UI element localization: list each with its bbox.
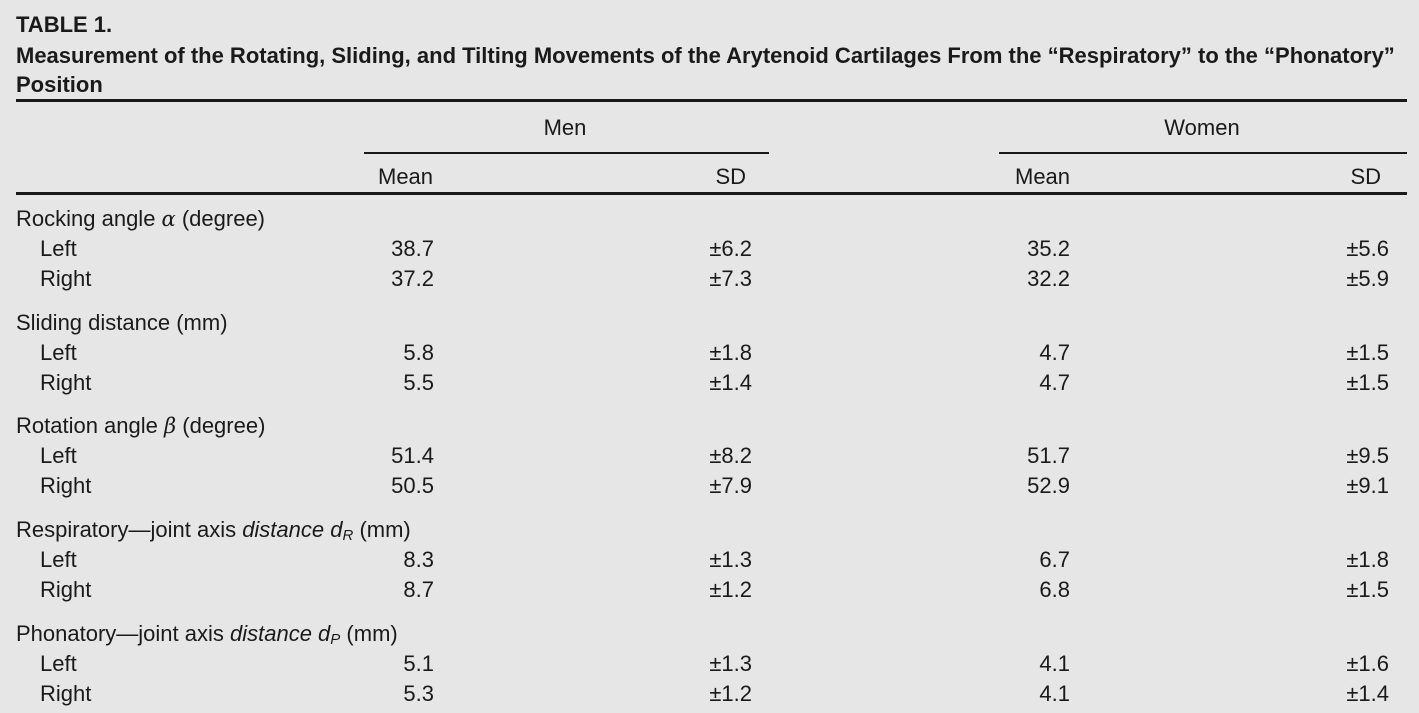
section-title-symbol: α <box>161 207 176 231</box>
cell-men-mean: 38.7 <box>391 236 434 261</box>
cell-men-sd: ±6.2 <box>709 236 752 261</box>
cell-men-mean: 8.7 <box>403 577 434 602</box>
section-title-text: Rocking angle <box>16 206 162 231</box>
cell-men-sd: ±7.3 <box>709 266 752 291</box>
row-label: Left <box>40 547 77 572</box>
row-label: Left <box>40 340 77 365</box>
table-caption: Measurement of the Rotating, Sliding, an… <box>16 43 1395 97</box>
section-title-symbol: β <box>164 414 177 438</box>
cell-women-sd: ±1.4 <box>1346 681 1389 706</box>
cell-women-mean: 4.1 <box>1039 681 1070 706</box>
group-header-men: Men <box>543 115 587 140</box>
women-span-rule <box>999 152 1407 154</box>
cell-men-mean: 5.8 <box>403 340 434 365</box>
top-rule <box>16 99 1407 102</box>
cell-women-sd: ±9.1 <box>1346 473 1389 498</box>
row-label: Left <box>40 651 77 676</box>
header-rule <box>16 192 1407 195</box>
cell-men-mean: 50.5 <box>391 473 434 498</box>
cell-women-mean: 6.8 <box>1039 577 1070 602</box>
cell-men-sd: ±1.3 <box>709 651 752 676</box>
cell-men-sd: ±8.2 <box>709 443 752 468</box>
table-label: TABLE 1. <box>16 12 113 37</box>
men-span-rule <box>364 152 769 154</box>
cell-women-mean: 51.7 <box>1027 443 1070 468</box>
section-title-italic: distance d <box>242 517 343 542</box>
row-label: Right <box>40 681 92 706</box>
row-label: Left <box>40 443 77 468</box>
cell-men-sd: ±1.3 <box>709 547 752 572</box>
cell-men-sd: ±1.8 <box>709 340 752 365</box>
cell-men-mean: 51.4 <box>391 443 434 468</box>
cell-men-mean: 8.3 <box>403 547 434 572</box>
cell-women-sd: ±1.5 <box>1346 340 1389 365</box>
section-title-subscript: P <box>330 631 341 648</box>
cell-women-mean: 6.7 <box>1039 547 1070 572</box>
cell-women-sd: ±1.8 <box>1346 547 1389 572</box>
row-label: Right <box>40 370 92 395</box>
cell-women-mean: 35.2 <box>1027 236 1070 261</box>
row-label: Right <box>40 266 92 291</box>
women-mean-header: Mean <box>1015 164 1071 189</box>
row-label: Right <box>40 577 92 602</box>
cell-men-sd: ±7.9 <box>709 473 752 498</box>
section-title-italic: distance d <box>230 621 331 646</box>
section-title-unit: (degree) <box>175 206 266 231</box>
section-title-text: Rotation angle <box>16 413 164 438</box>
section-title: Respiratory—joint axis distance dR (mm) <box>16 516 411 550</box>
cell-women-sd: ±1.5 <box>1346 577 1389 602</box>
cell-men-sd: ±1.2 <box>709 681 752 706</box>
cell-women-mean: 32.2 <box>1027 266 1070 291</box>
cell-women-sd: ±1.5 <box>1346 370 1389 395</box>
row-label: Left <box>40 236 77 261</box>
section-title: Rotation angle β (degree) <box>16 412 265 440</box>
group-header-women: Women <box>1164 115 1240 140</box>
section-title-subscript: R <box>342 527 354 544</box>
section-title-text: Sliding distance (mm) <box>16 310 228 335</box>
cell-men-sd: ±1.4 <box>709 370 752 395</box>
cell-women-mean: 4.1 <box>1039 651 1070 676</box>
men-sd-header: SD <box>715 164 746 189</box>
cell-women-mean: 4.7 <box>1039 340 1070 365</box>
section-title-unit: (mm) <box>353 517 411 542</box>
cell-men-sd: ±1.2 <box>709 577 752 602</box>
cell-women-sd: ±5.9 <box>1346 266 1389 291</box>
men-mean-header: Mean <box>378 164 434 189</box>
section-title-text: Phonatory—joint axis <box>16 621 230 646</box>
section-title-unit: (degree) <box>176 413 266 438</box>
cell-women-sd: ±1.6 <box>1346 651 1389 676</box>
section-title-unit: (mm) <box>340 621 398 646</box>
section-title: Rocking angle α (degree) <box>16 205 265 233</box>
cell-men-mean: 37.2 <box>391 266 434 291</box>
cell-women-mean: 4.7 <box>1039 370 1070 395</box>
women-sd-header: SD <box>1350 164 1381 189</box>
cell-women-sd: ±5.6 <box>1346 236 1389 261</box>
cell-men-mean: 5.1 <box>403 651 434 676</box>
cell-men-mean: 5.5 <box>403 370 434 395</box>
section-title: Sliding distance (mm) <box>16 309 228 337</box>
row-label: Right <box>40 473 92 498</box>
section-title: Phonatory—joint axis distance dP (mm) <box>16 620 398 654</box>
cell-women-sd: ±9.5 <box>1346 443 1389 468</box>
cell-men-mean: 5.3 <box>403 681 434 706</box>
section-title-text: Respiratory—joint axis <box>16 517 243 542</box>
cell-women-mean: 52.9 <box>1027 473 1070 498</box>
